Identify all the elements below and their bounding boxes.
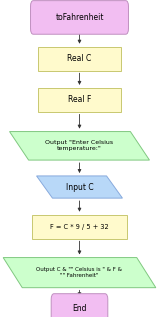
Polygon shape: [37, 176, 122, 198]
FancyBboxPatch shape: [51, 294, 108, 317]
Text: End: End: [72, 304, 87, 313]
Polygon shape: [3, 257, 156, 288]
Text: Real C: Real C: [67, 54, 92, 63]
Polygon shape: [10, 132, 149, 160]
Bar: [32, 215, 127, 239]
Text: Output C & "" Celsius is " & F &
"" Fahrenheit": Output C & "" Celsius is " & F & "" Fahr…: [37, 267, 122, 278]
Text: Real F: Real F: [68, 95, 91, 104]
Bar: [38, 47, 121, 71]
Text: Output "Enter Celsius
temperature:": Output "Enter Celsius temperature:": [45, 140, 114, 151]
Text: toFahrenheit: toFahrenheit: [55, 13, 104, 22]
Text: F = C * 9 / 5 + 32: F = C * 9 / 5 + 32: [50, 224, 109, 230]
FancyBboxPatch shape: [31, 1, 128, 34]
Bar: [38, 88, 121, 112]
Text: Input C: Input C: [66, 183, 93, 191]
